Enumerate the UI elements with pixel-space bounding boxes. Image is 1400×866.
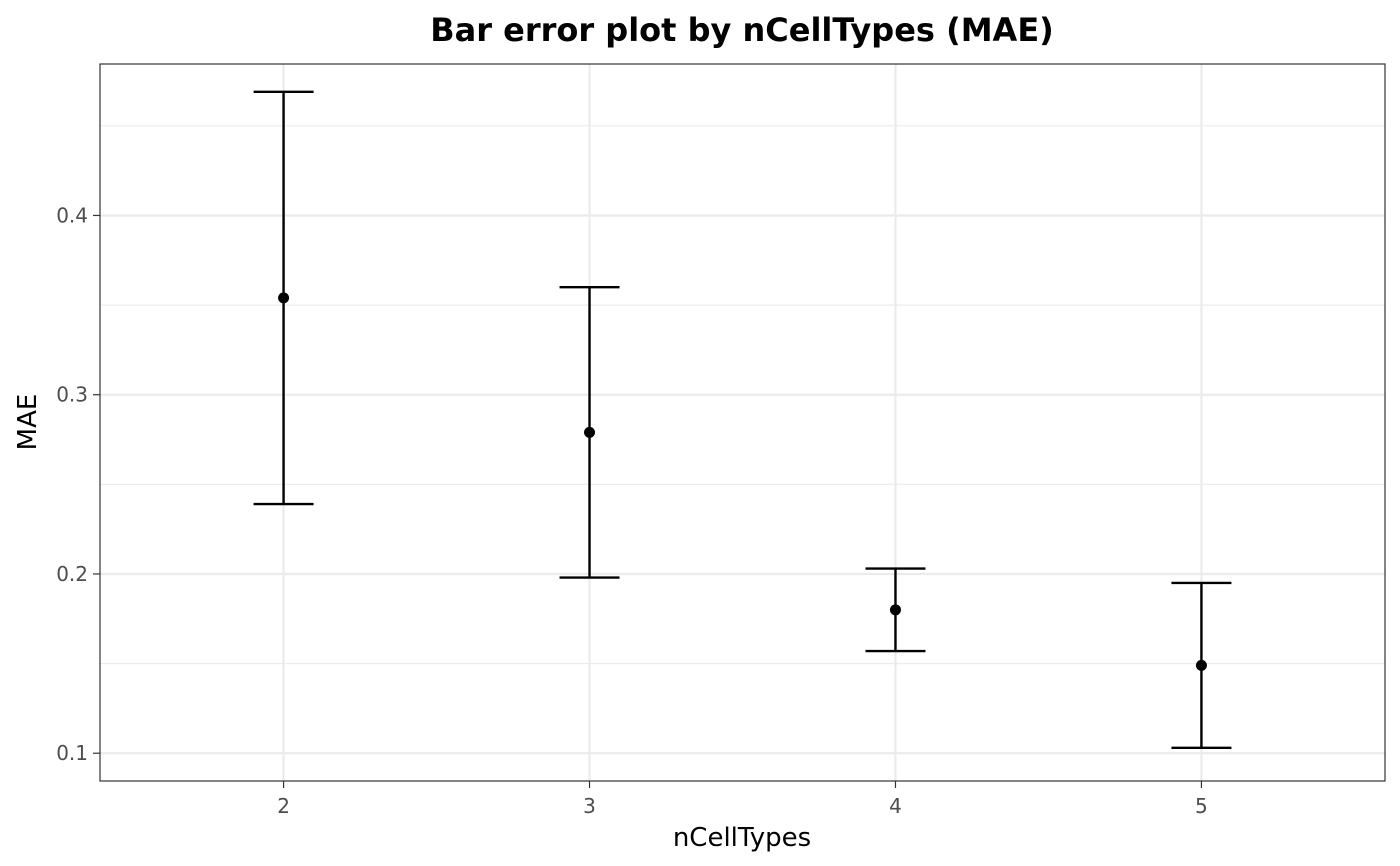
x-axis-title: nCellTypes: [673, 823, 811, 853]
x-tick-label: 5: [1195, 794, 1208, 818]
plot-marks: [253, 90, 1232, 750]
y-axis: 0.1 0.2 0.3 0.4: [56, 203, 100, 765]
mean-point: [1195, 659, 1207, 671]
panel-border: [99, 63, 1386, 782]
x-axis: 2 3 4 5: [277, 781, 1208, 818]
y-axis-title: MAE: [13, 394, 43, 451]
mean-point: [584, 426, 596, 438]
x-tick-label: 4: [889, 794, 902, 818]
x-tick-label: 2: [277, 794, 290, 818]
grid: [100, 64, 1385, 781]
y-tick-label: 0.3: [56, 383, 88, 407]
mean-point: [889, 604, 901, 616]
y-tick-label: 0.4: [56, 203, 88, 227]
mean-point: [278, 292, 290, 304]
y-tick-label: 0.2: [56, 562, 88, 586]
y-tick-label: 0.1: [56, 741, 88, 765]
chart-title: Bar error plot by nCellTypes (MAE): [430, 11, 1054, 49]
x-tick-label: 3: [583, 794, 596, 818]
